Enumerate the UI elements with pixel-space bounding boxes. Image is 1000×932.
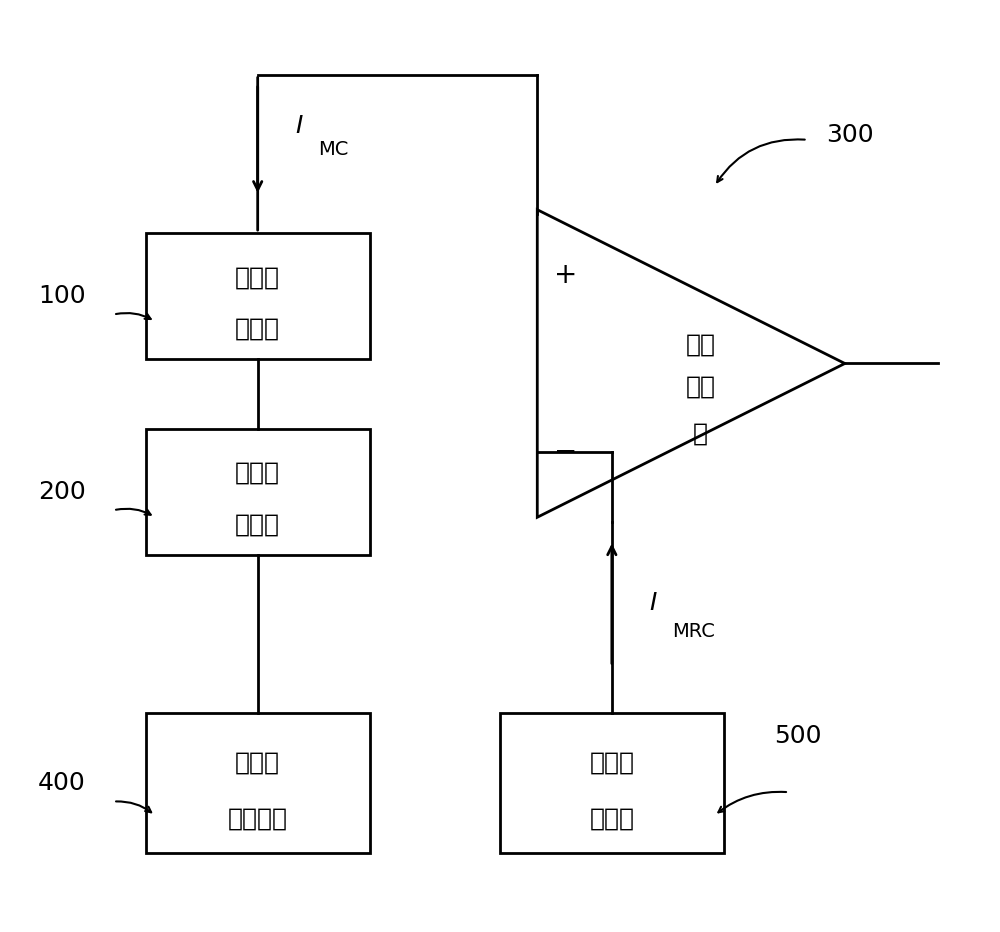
Text: 300: 300 <box>826 123 873 147</box>
Text: −: − <box>554 438 577 466</box>
Text: MC: MC <box>318 140 349 158</box>
Text: 电流: 电流 <box>685 333 715 357</box>
Text: 500: 500 <box>774 724 822 748</box>
Text: 器: 器 <box>693 421 708 445</box>
Text: 参考存: 参考存 <box>589 750 634 774</box>
Text: 200: 200 <box>38 480 86 503</box>
Bar <box>500 713 724 853</box>
Text: 400: 400 <box>38 771 86 795</box>
Text: 位电路: 位电路 <box>235 317 280 340</box>
Text: 反馈钳: 反馈钳 <box>235 266 280 289</box>
Bar <box>146 713 370 853</box>
Text: 被读取: 被读取 <box>235 750 280 774</box>
Text: I: I <box>649 592 656 615</box>
Text: 100: 100 <box>38 284 86 308</box>
Text: +: + <box>554 261 577 289</box>
Bar <box>146 233 370 359</box>
Text: 衡电路: 衡电路 <box>235 513 280 536</box>
Text: MRC: MRC <box>672 622 715 641</box>
Text: 比较: 比较 <box>685 375 715 399</box>
Text: I: I <box>295 114 302 138</box>
Bar <box>146 429 370 555</box>
Text: 储单元: 储单元 <box>589 806 634 830</box>
Text: 负载平: 负载平 <box>235 461 280 485</box>
Text: 储存单元: 储存单元 <box>228 806 288 830</box>
